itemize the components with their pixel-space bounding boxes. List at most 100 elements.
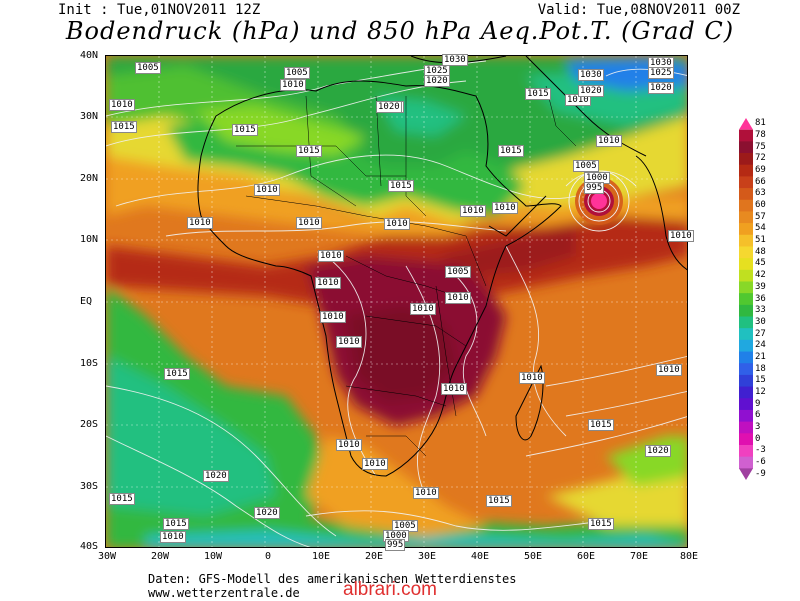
map-title: Bodendruck (hPa) und 850 hPa Aeq.Pot.T. … bbox=[65, 17, 735, 45]
isobar-label: 1010 bbox=[362, 458, 388, 470]
isobar-label: 1010 bbox=[254, 184, 280, 196]
isobar-label: 1005 bbox=[573, 160, 599, 172]
colorbar-label: 51 bbox=[755, 235, 766, 246]
lon-label: 50E bbox=[524, 551, 543, 562]
colorbar-swatch bbox=[739, 223, 753, 236]
colorbar-label: 78 bbox=[755, 130, 766, 141]
colorbar-swatch bbox=[739, 433, 753, 446]
colorbar-swatch bbox=[739, 409, 753, 423]
colorbar-label: 57 bbox=[755, 211, 766, 222]
colorbar bbox=[739, 118, 753, 480]
colorbar-swatch bbox=[739, 386, 753, 399]
colorbar-swatch bbox=[739, 339, 753, 353]
colorbar-swatch bbox=[739, 374, 753, 388]
isobar-label: 1010 bbox=[413, 487, 439, 499]
colorbar-swatch bbox=[739, 269, 753, 282]
colorbar-swatch bbox=[739, 421, 753, 434]
lon-label: 0 bbox=[265, 551, 272, 562]
isobar-label: 1015 bbox=[111, 121, 137, 133]
lat-label: 10S bbox=[80, 358, 99, 369]
colorbar-swatch bbox=[739, 444, 753, 458]
colorbar-label: 27 bbox=[755, 328, 766, 339]
colorbar-label: 15 bbox=[755, 375, 766, 386]
isobar-label: 1010 bbox=[668, 230, 694, 242]
lat-label: 20N bbox=[80, 173, 99, 184]
lat-label: 30S bbox=[80, 481, 99, 492]
colorbar-label: 39 bbox=[755, 281, 766, 292]
colorbar-swatch bbox=[739, 141, 753, 154]
isobar-label: 1020 bbox=[578, 85, 604, 97]
weather-map bbox=[105, 55, 688, 548]
isobar-label: 1010 bbox=[318, 250, 344, 262]
colorbar-label: -6 bbox=[755, 456, 766, 467]
isobar-label: 1015 bbox=[588, 419, 614, 431]
isobar-label: 1010 bbox=[109, 99, 135, 111]
colorbar-swatch bbox=[739, 456, 753, 469]
colorbar-label: 75 bbox=[755, 141, 766, 152]
colorbar-label: 72 bbox=[755, 153, 766, 164]
isobar-label: 995 bbox=[385, 539, 406, 551]
lon-label: 70E bbox=[630, 551, 649, 562]
isobar-label: 1020 bbox=[424, 75, 450, 87]
isobar-label: 1015 bbox=[296, 145, 322, 157]
isobar-label: 1015 bbox=[498, 145, 524, 157]
isobar-label: 1015 bbox=[164, 368, 190, 380]
isobar-label: 1015 bbox=[486, 495, 512, 507]
data-source: Daten: GFS-Modell des amerikanischen Wet… bbox=[148, 572, 517, 586]
isobar-label: 1010 bbox=[656, 364, 682, 376]
isobar-label: 1005 bbox=[392, 520, 418, 532]
colorbar-label: 21 bbox=[755, 351, 766, 362]
isobar-label: 1020 bbox=[203, 470, 229, 482]
lon-label: 30W bbox=[98, 551, 117, 562]
colorbar-swatch bbox=[739, 211, 753, 224]
colorbar-swatch bbox=[739, 281, 753, 294]
colorbar-label: 6 bbox=[755, 410, 761, 421]
lon-label: 80E bbox=[680, 551, 699, 562]
colorbar-swatch bbox=[739, 351, 753, 364]
colorbar-label: 66 bbox=[755, 176, 766, 187]
isobar-label: 995 bbox=[584, 182, 605, 194]
colorbar-label: 9 bbox=[755, 398, 761, 409]
isobar-label: 1010 bbox=[336, 439, 362, 451]
isobar-label: 1010 bbox=[296, 217, 322, 229]
colorbar-swatch bbox=[739, 304, 753, 318]
colorbar-swatch bbox=[739, 328, 753, 341]
colorbar-label: 45 bbox=[755, 258, 766, 269]
lon-label: 30E bbox=[418, 551, 437, 562]
colorbar-swatch bbox=[739, 234, 753, 247]
lon-label: 10E bbox=[312, 551, 331, 562]
colorbar-label: 0 bbox=[755, 433, 761, 444]
isobar-label: 1015 bbox=[388, 180, 414, 192]
isobar-label: 1015 bbox=[232, 124, 258, 136]
colorbar-swatch bbox=[739, 293, 753, 306]
isobar-label: 1010 bbox=[336, 336, 362, 348]
isobar-label: 1015 bbox=[588, 518, 614, 530]
colorbar-label: 36 bbox=[755, 293, 766, 304]
isobar-label: 1005 bbox=[284, 67, 310, 79]
init-time: Init : Tue,01NOV2011 12Z bbox=[58, 2, 261, 18]
isobar-label: 1010 bbox=[596, 135, 622, 147]
isobar-label: 1010 bbox=[460, 205, 486, 217]
colorbar-swatch bbox=[739, 164, 753, 177]
colorbar-swatch bbox=[739, 153, 753, 166]
colorbar-label: 60 bbox=[755, 200, 766, 211]
isobar-label: 1010 bbox=[445, 292, 471, 304]
lon-label: 20E bbox=[365, 551, 384, 562]
isobar-label: 1020 bbox=[376, 101, 402, 113]
isobar-label: 1010 bbox=[320, 311, 346, 323]
isobar-label: 1015 bbox=[109, 493, 135, 505]
colorbar-swatch bbox=[739, 363, 753, 376]
colorbar-label: 48 bbox=[755, 246, 766, 257]
colorbar-swatch bbox=[739, 199, 753, 212]
lon-label: 20W bbox=[151, 551, 170, 562]
colorbar-label: 54 bbox=[755, 223, 766, 234]
colorbar-label: 12 bbox=[755, 386, 766, 397]
isobar-label: 1010 bbox=[519, 372, 545, 384]
lon-label: 10W bbox=[204, 551, 223, 562]
colorbar-swatch bbox=[739, 129, 753, 142]
colorbar-label: 24 bbox=[755, 340, 766, 351]
lat-label: 40N bbox=[80, 50, 99, 61]
watermark: albrari.com bbox=[343, 579, 437, 600]
isobar-label: 1010 bbox=[187, 217, 213, 229]
colorbar-label: 3 bbox=[755, 421, 761, 432]
